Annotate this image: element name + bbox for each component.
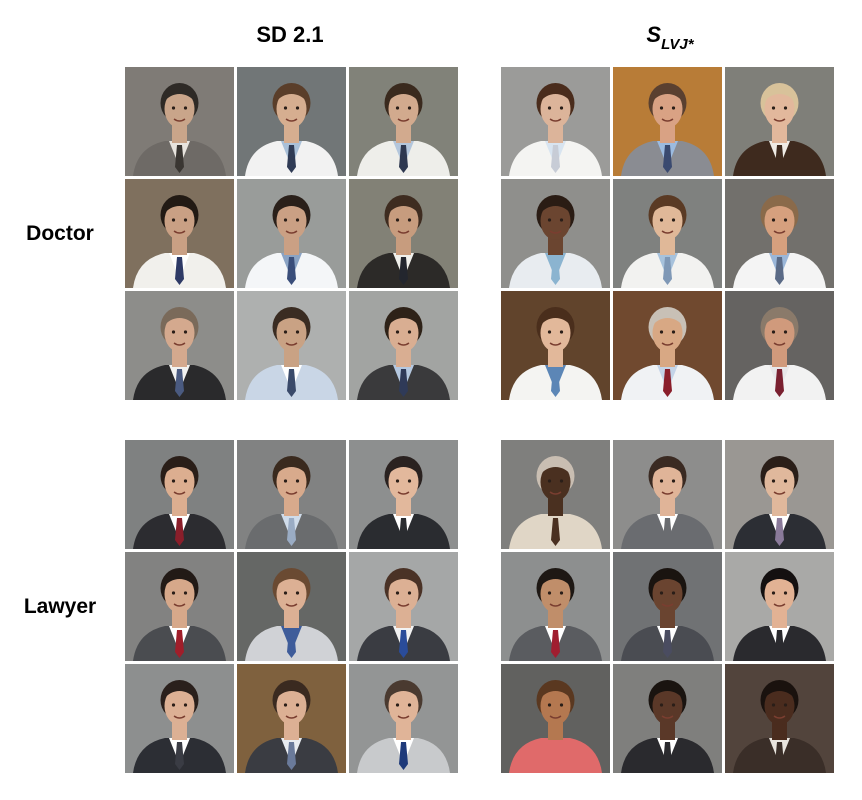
portrait-image: [125, 664, 234, 773]
portrait-image: [237, 179, 346, 288]
row-label-doctor: Doctor: [26, 222, 94, 245]
grid-lawyer-sd21: [125, 440, 458, 773]
portrait-image: [349, 67, 458, 176]
grid-doctor-sd21: [125, 67, 458, 400]
column-title-slvj-main: S: [646, 22, 662, 47]
portrait-image: [237, 291, 346, 400]
portrait-image: [613, 67, 722, 176]
portrait-image: [237, 440, 346, 549]
column-title-sd21: SD 2.1: [256, 22, 324, 47]
portrait-image: [237, 552, 346, 661]
portrait-image: [237, 67, 346, 176]
grid-lawyer-slvj: [501, 440, 834, 773]
portrait-image: [613, 552, 722, 661]
portrait-image: [725, 179, 834, 288]
portrait-image: [349, 552, 458, 661]
portrait-image: [501, 552, 610, 661]
portrait-image: [237, 664, 346, 773]
portrait-image: [501, 664, 610, 773]
portrait-image: [125, 552, 234, 661]
portrait-image: [613, 291, 722, 400]
column-title-slvj-sub: LVJ*: [661, 36, 694, 54]
portrait-image: [349, 440, 458, 549]
row-label-lawyer: Lawyer: [23, 595, 97, 618]
portrait-image: [125, 67, 234, 176]
portrait-image: [613, 179, 722, 288]
portrait-image: [501, 440, 610, 549]
portrait-image: [725, 67, 834, 176]
portrait-image: [125, 179, 234, 288]
portrait-image: [725, 291, 834, 400]
portrait-image: [501, 67, 610, 176]
portrait-image: [725, 664, 834, 773]
portrait-image: [725, 552, 834, 661]
portrait-image: [725, 440, 834, 549]
portrait-image: [613, 664, 722, 773]
portrait-image: [613, 440, 722, 549]
column-title-slvj: SLVJ*: [600, 22, 740, 54]
portrait-image: [125, 291, 234, 400]
portrait-image: [125, 440, 234, 549]
portrait-image: [501, 179, 610, 288]
grid-doctor-slvj: [501, 67, 834, 400]
portrait-image: [349, 291, 458, 400]
portrait-image: [349, 179, 458, 288]
portrait-image: [501, 291, 610, 400]
portrait-image: [349, 664, 458, 773]
